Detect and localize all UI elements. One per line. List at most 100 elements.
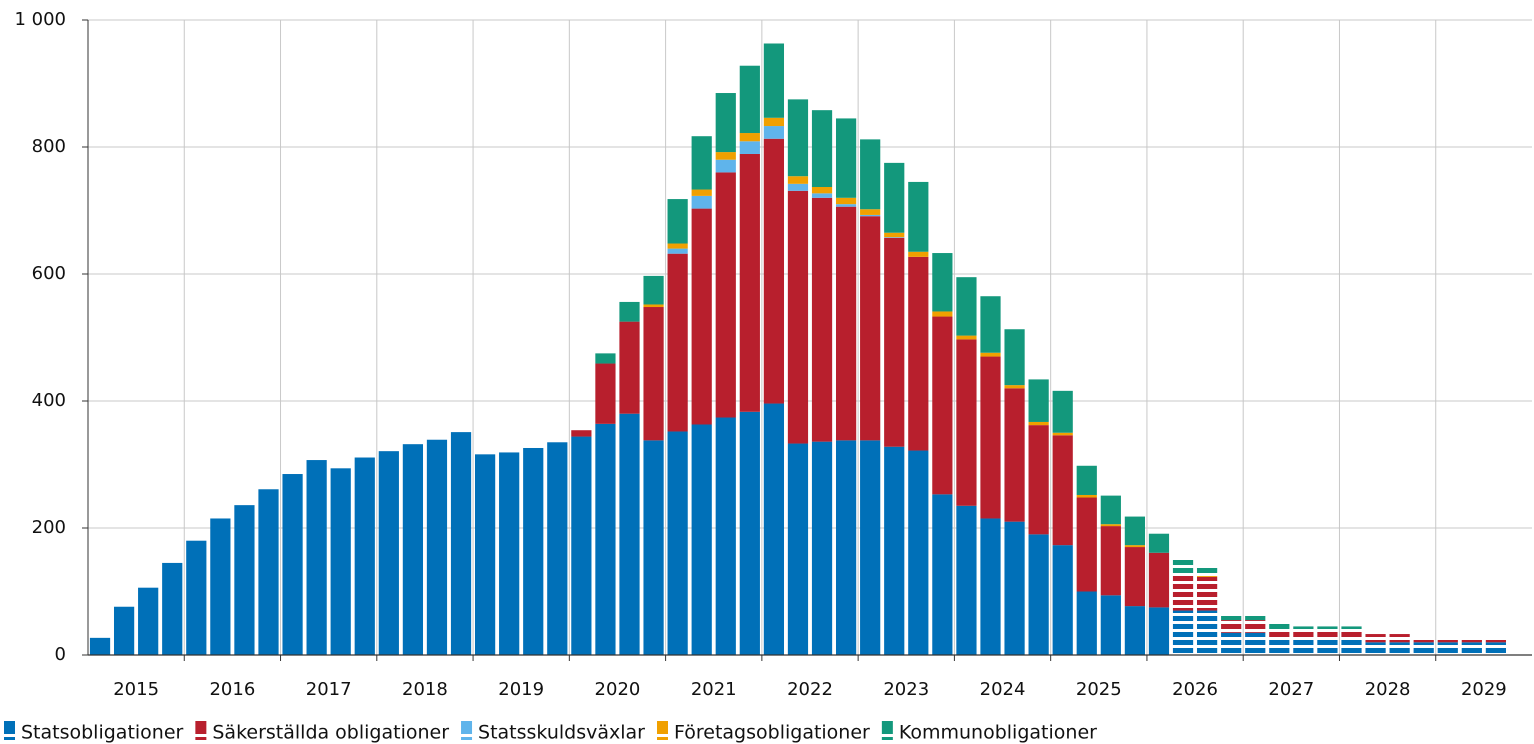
bar-segment — [932, 316, 953, 495]
bar-segment — [1052, 432, 1073, 436]
x-tick-label: 2015 — [113, 679, 159, 700]
bar-segment — [1461, 637, 1482, 643]
bar-segment — [643, 304, 664, 308]
bar-segment — [1365, 634, 1386, 643]
x-tick-label: 2027 — [1268, 679, 1314, 700]
bar-segment — [1076, 465, 1097, 495]
bar-segment — [1100, 524, 1121, 527]
y-tick-label: 600 — [32, 263, 66, 284]
bar-segment — [763, 138, 785, 404]
bar-segment — [884, 232, 905, 238]
bar-segment — [908, 251, 929, 257]
legend-label: Kommunobligationer — [899, 722, 1097, 744]
bar-segment — [908, 256, 929, 451]
bar-segment — [1341, 626, 1362, 631]
bar-segment — [787, 99, 809, 177]
bar-segment — [763, 126, 785, 139]
bar-segment — [691, 195, 712, 209]
bar-segment — [258, 489, 279, 655]
bar-segment — [1124, 606, 1146, 655]
bar-segment — [715, 152, 736, 160]
bar-segment — [980, 352, 1001, 357]
x-tick-label: 2021 — [691, 679, 737, 700]
bar-segment — [1124, 547, 1146, 607]
y-tick-label: 1 000 — [14, 9, 66, 30]
bar-segment — [1004, 388, 1025, 522]
bar-segment — [354, 457, 375, 655]
legend-label: Statsobligationer — [21, 722, 184, 744]
bar-segment — [643, 275, 664, 305]
bar-segment — [932, 253, 953, 312]
bar-segment — [860, 139, 881, 210]
bar-segment — [739, 65, 760, 134]
bar-segment — [1196, 568, 1218, 576]
bar-segment — [763, 43, 785, 118]
bar-segment — [1196, 576, 1218, 611]
legend-swatch — [881, 721, 893, 734]
bar-segment — [667, 248, 688, 254]
bar-segment — [571, 430, 592, 437]
bar-segment — [787, 176, 809, 184]
x-tick-label: 2016 — [209, 679, 255, 700]
bar-segment — [1293, 630, 1314, 640]
bar-segment — [1076, 494, 1097, 498]
bar-segment — [1269, 639, 1290, 655]
bar-segment — [571, 436, 592, 655]
bar-segment — [1317, 639, 1338, 655]
legend: Statsobligationer Säkerställda obligation… — [4, 721, 1097, 744]
bar-segment — [619, 301, 640, 322]
bar-segment — [1052, 545, 1073, 655]
bar-segment — [956, 505, 977, 655]
bar-segment — [1052, 390, 1073, 433]
bar-segment — [860, 216, 881, 441]
bar-segment — [1028, 379, 1049, 422]
bar-segment — [1485, 642, 1507, 655]
bar-segment — [186, 540, 207, 655]
bar-segment — [980, 518, 1001, 655]
bar-segment — [1269, 629, 1290, 640]
bar-segment — [1172, 574, 1194, 611]
bar-segment — [787, 443, 809, 655]
bar-segment — [523, 447, 544, 655]
legend-label: Statsskuldsväxlar — [478, 722, 645, 744]
bar-segment — [980, 296, 1001, 353]
bar-segment — [210, 518, 231, 655]
bar-segment — [715, 159, 736, 173]
legend-swatch-dash — [4, 737, 15, 740]
bar-segment — [1293, 626, 1314, 631]
bar-segment — [1413, 642, 1434, 655]
bar-segment — [691, 189, 712, 196]
bar-segment — [884, 446, 905, 655]
bar-segment — [378, 451, 399, 655]
bar-segment — [908, 450, 929, 655]
bar-segment — [619, 321, 640, 414]
bar-segment — [835, 440, 857, 655]
x-tick-label: 2019 — [498, 679, 544, 700]
x-tick-label: 2018 — [402, 679, 448, 700]
bar-segment — [1485, 637, 1507, 643]
bar-segment — [835, 118, 857, 198]
bar-segment — [884, 237, 905, 238]
bar-segment — [739, 153, 760, 412]
y-tick-label: 0 — [55, 644, 66, 665]
bar-segment — [1100, 526, 1121, 596]
x-tick-label: 2022 — [787, 679, 833, 700]
bar-segment — [499, 452, 520, 655]
bar-segment — [643, 307, 664, 441]
bar-segment — [1148, 552, 1170, 608]
bar-segment — [1341, 630, 1362, 640]
bar-segment — [1221, 620, 1242, 633]
bar-segment — [426, 439, 448, 655]
legend-swatch — [195, 721, 207, 734]
bar-segment — [884, 237, 905, 447]
bar-segment — [763, 117, 785, 127]
y-tick-label: 800 — [32, 136, 66, 157]
bar-segment — [811, 187, 833, 194]
bar-segment — [402, 444, 424, 655]
legend-swatch-dash — [461, 737, 473, 740]
bar-segment — [162, 562, 183, 655]
legend-swatch — [4, 721, 15, 734]
x-tick-label: 2028 — [1365, 679, 1411, 700]
bar-segment — [1172, 610, 1194, 655]
